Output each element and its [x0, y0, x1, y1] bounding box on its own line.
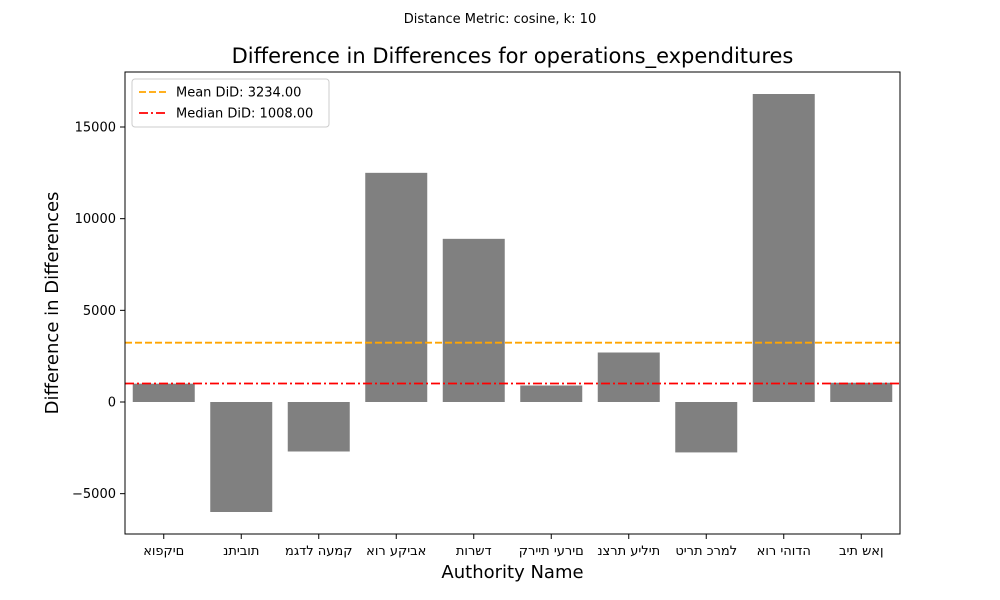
bar-3: [365, 172, 428, 402]
x-tick-label: ןאש תיב: [839, 544, 884, 559]
chart-title: Difference in Differences for operations…: [232, 44, 794, 69]
x-tick-label: הדוהי רוא: [757, 544, 811, 559]
legend-label: Mean DiD: 3234.00: [176, 86, 301, 101]
x-axis: םיקפוא תוביתנ קמעה לדגמ אביקע רוא דשרות םירעי…: [143, 534, 884, 559]
plot-frame: [124, 71, 901, 535]
x-tick-label: אביקע רוא: [366, 544, 426, 559]
x-tick-label: תוביתנ: [223, 544, 259, 559]
y-tick-label: 10000: [75, 212, 116, 227]
y-tick-label: −5000: [72, 487, 116, 502]
x-tick-label: תיליע תרצנ: [597, 544, 660, 559]
bar-1: [210, 402, 273, 512]
x-axis-label: Authority Name: [441, 562, 583, 583]
bar-4: [442, 238, 505, 402]
bar-2: [287, 402, 350, 452]
bar-6: [597, 352, 660, 402]
x-tick-label: םיקפוא: [143, 544, 184, 559]
bar-0: [132, 383, 195, 402]
x-tick-label: קמעה לדגמ: [285, 544, 353, 559]
y-axis: −5000 0 5000 10000 15000: [72, 121, 125, 502]
bars-group: [132, 94, 893, 512]
y-axis-label: Difference in Differences: [42, 192, 63, 415]
y-tick-label: 15000: [75, 121, 116, 136]
bar-8: [752, 94, 815, 402]
chart-suptitle: Distance Metric: cosine, k: 10: [404, 12, 596, 27]
y-tick-label: 0: [108, 396, 116, 411]
legend-box: [131, 78, 330, 128]
bar-7: [675, 402, 738, 453]
legend-label: Median DiD: 1008.00: [176, 107, 313, 122]
reference-lines-group: [125, 341, 900, 385]
bar-5: [520, 385, 583, 402]
x-tick-label: םירעי תיירק: [519, 544, 584, 559]
legend: Mean DiD: 3234.00 Median DiD: 1008.00: [131, 78, 330, 128]
x-tick-label: למרכ תריט: [675, 544, 737, 559]
y-tick-label: 5000: [83, 304, 116, 319]
x-tick-label: דשרות: [456, 544, 492, 559]
bar-9: [830, 382, 893, 402]
